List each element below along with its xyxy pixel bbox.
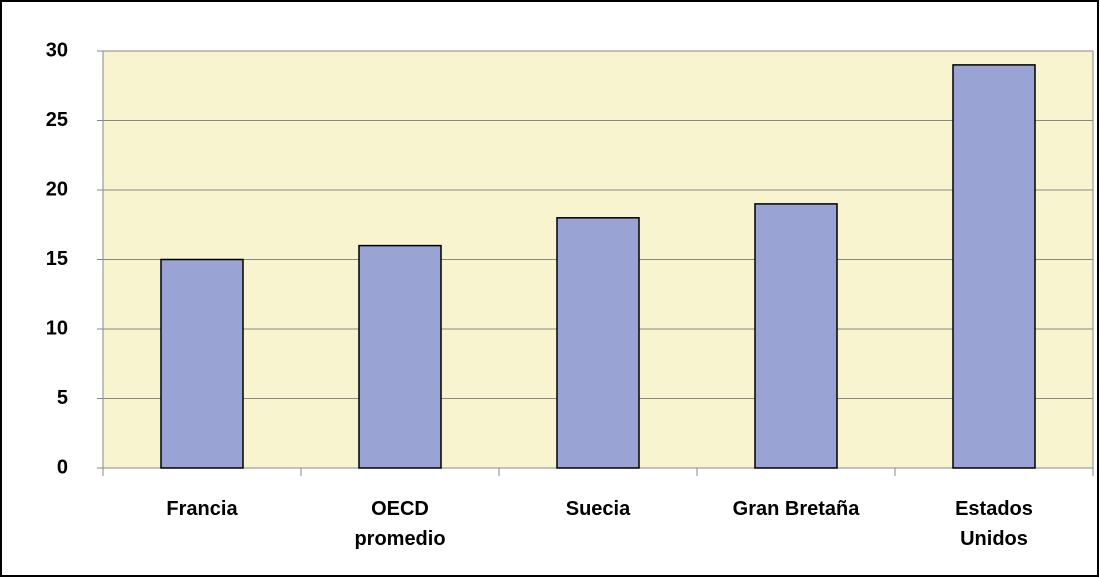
x-tick-label: Francia	[166, 498, 238, 520]
bar	[556, 217, 640, 469]
y-tick-label: 15	[46, 248, 68, 270]
bar	[358, 244, 442, 469]
y-tick-label: 5	[57, 387, 68, 409]
y-tick-label: 30	[46, 39, 68, 61]
y-tick-label: 25	[46, 109, 68, 131]
bar	[160, 258, 244, 469]
bar	[754, 203, 838, 469]
x-tick-label: Gran Bretaña	[732, 498, 860, 520]
y-tick-label: 10	[46, 317, 68, 339]
y-tick-label: 20	[46, 178, 68, 200]
bar	[952, 64, 1036, 469]
x-tick-label: OECD promedio	[354, 498, 446, 550]
x-tick-label: Estados Unidos	[955, 498, 1033, 550]
y-tick-label: 0	[57, 456, 68, 478]
x-tick-label: Suecia	[565, 498, 631, 520]
